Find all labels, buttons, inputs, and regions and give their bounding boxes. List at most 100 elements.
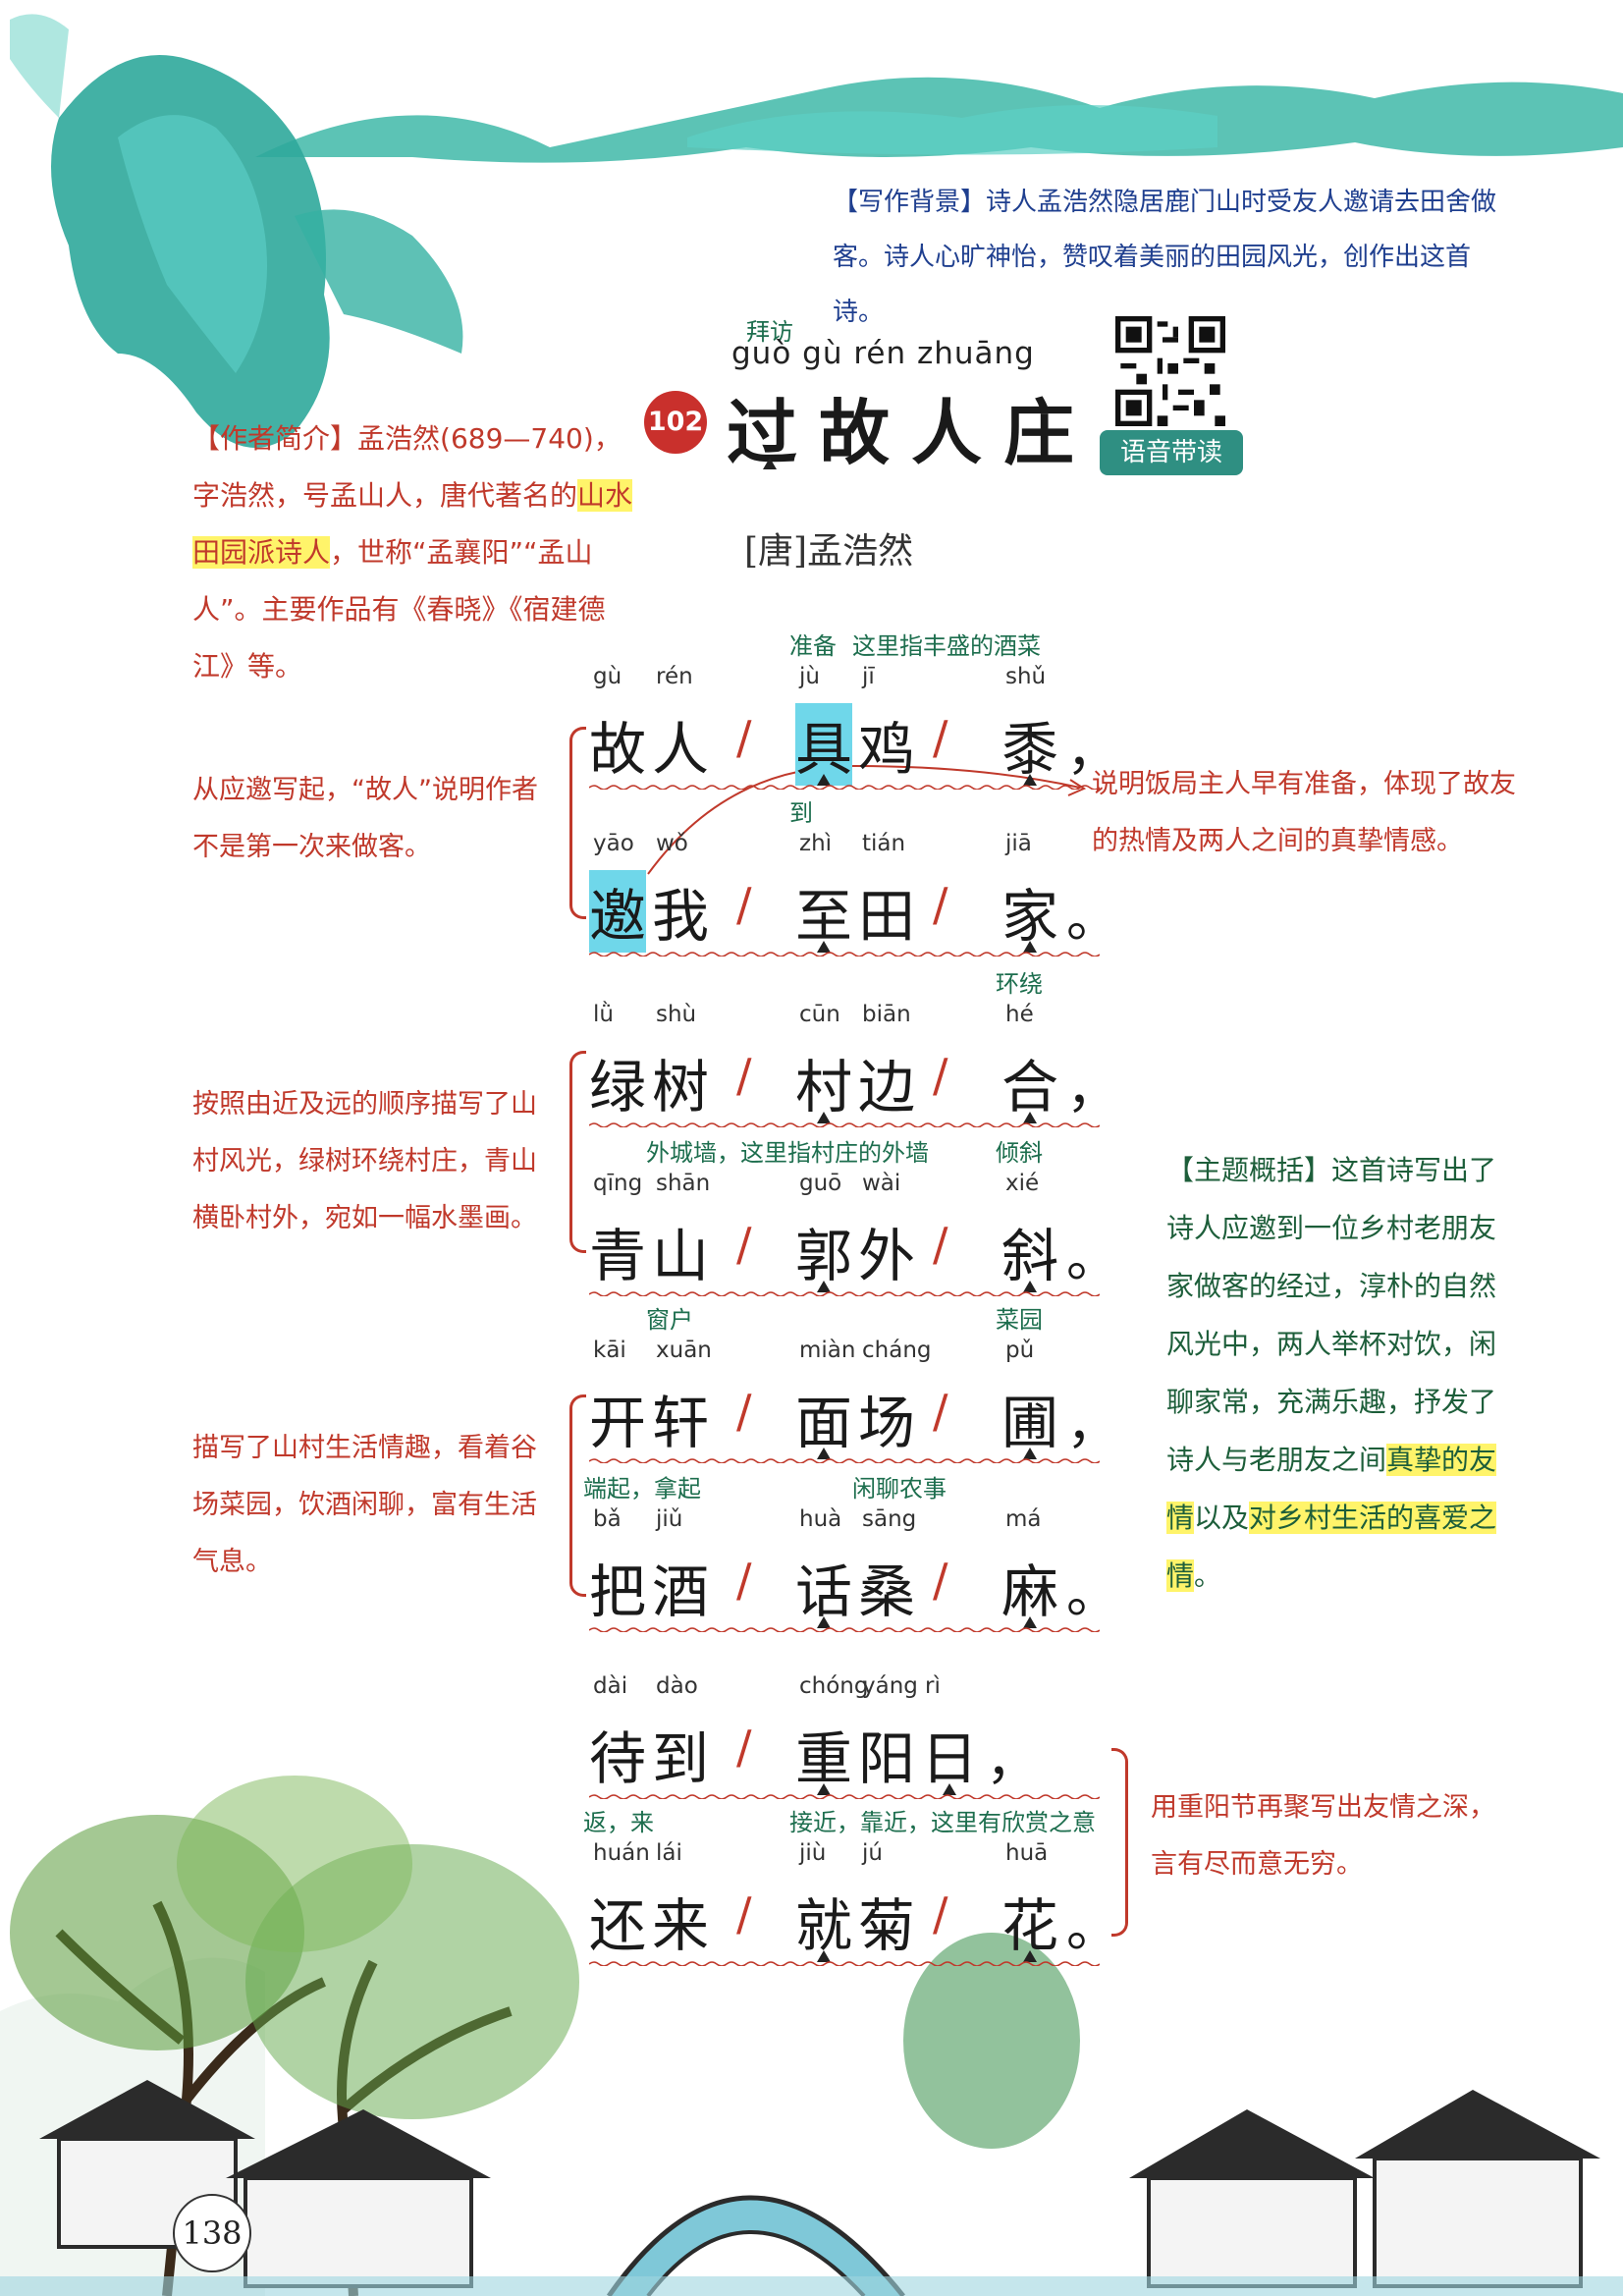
- poem-char: 至: [795, 883, 853, 950]
- pinyin: jù: [799, 664, 820, 689]
- word-gloss: 菜园: [996, 1306, 1043, 1334]
- stress-marker: [817, 774, 831, 786]
- author-intro-text: 孟浩然(689—740)，字浩然，号孟山人，唐代著名的: [192, 422, 622, 512]
- pinyin: tián: [862, 831, 906, 856]
- poem-char: 树: [652, 1054, 710, 1121]
- poem-char: 到: [652, 1725, 710, 1792]
- poem-line-7: 待 dài 到 dào 重 chóng 阳 yáng 日 rì / ，: [589, 1673, 1119, 1799]
- poem-char: 郭: [795, 1223, 853, 1289]
- poem-char: 日: [921, 1725, 979, 1792]
- rhythm-slash: /: [736, 1385, 752, 1438]
- rhythm-slash: /: [933, 1887, 948, 1941]
- poem-char: 还: [589, 1892, 647, 1959]
- word-gloss: 外城墙，这里指村庄的外墙: [646, 1139, 929, 1167]
- word-gloss: 闲聊农事: [852, 1475, 947, 1503]
- word-gloss: 端起，拿起: [583, 1475, 701, 1503]
- bracket-couplet-1: [569, 727, 586, 919]
- rhythm-slash: /: [933, 711, 948, 764]
- stress-marker: [763, 458, 777, 469]
- word-gloss: 倾斜: [996, 1139, 1043, 1167]
- stress-marker: [1023, 1616, 1037, 1628]
- writing-background-label: 【写作背景】: [833, 188, 987, 217]
- pinyin: kāi: [593, 1338, 626, 1363]
- poem-char: 鸡: [858, 716, 916, 783]
- rhythm-slash: /: [736, 1049, 752, 1102]
- poem-char: 田: [858, 883, 916, 950]
- rhythm-slash: /: [933, 1049, 948, 1102]
- word-gloss: 准备: [789, 632, 837, 660]
- wavy-underline: [589, 952, 1100, 957]
- poem-char: 圃: [1001, 1390, 1059, 1456]
- stress-marker: [1023, 941, 1037, 953]
- punctuation: 。: [1066, 1227, 1119, 1288]
- pinyin: miàn: [799, 1338, 856, 1363]
- poem-char: 话: [795, 1558, 853, 1625]
- pinyin: sāng: [862, 1506, 917, 1532]
- note-village-life: 描写了山村生活情趣，看着谷场菜园，饮酒闲聊，富有生活气息。: [192, 1433, 537, 1577]
- pinyin: cháng: [862, 1338, 932, 1363]
- author-intro-text-end: ，世称“孟襄阳”“孟山人”。主要作品有《春晓》《宿建德江》等。: [192, 536, 606, 683]
- word-gloss: 这里指丰盛的酒菜: [852, 632, 1041, 660]
- stress-marker: [817, 941, 831, 953]
- writing-background-text: 诗人孟浩然隐居鹿门山时受友人邀请去田舍做客。诗人心旷神怡，赞叹着美丽的田园风光，…: [833, 188, 1497, 327]
- note-invitation: 从应邀写起，“故人”说明作者不是第一次来做客。: [192, 775, 538, 862]
- poem-char: 绿: [589, 1054, 647, 1121]
- writing-background-note: 【写作背景】诗人孟浩然隐居鹿门山时受友人邀请去田舍做客。诗人心旷神怡，赞叹着美丽…: [833, 175, 1520, 340]
- poem-char: 就: [795, 1892, 853, 1959]
- pinyin: dào: [656, 1673, 698, 1699]
- qr-code-icon[interactable]: [1115, 316, 1225, 426]
- poem-char: 待: [589, 1725, 647, 1792]
- author-intro-label: 【作者简介】: [192, 422, 358, 455]
- poem-char: 合: [1001, 1054, 1059, 1121]
- stress-marker: [817, 1112, 831, 1123]
- poem-char: 重: [795, 1725, 853, 1792]
- pinyin: wǒ: [656, 831, 688, 856]
- word-gloss: 返，来: [583, 1809, 654, 1836]
- pinyin: huán: [593, 1840, 650, 1866]
- rhythm-slash: /: [933, 1218, 948, 1271]
- stress-marker: [817, 1616, 831, 1628]
- wavy-underline: [589, 1122, 1100, 1127]
- punctuation: ，: [1066, 720, 1119, 782]
- pinyin: jiǔ: [656, 1506, 683, 1532]
- word-gloss: 窗户: [646, 1306, 693, 1334]
- rhythm-slash: /: [933, 1385, 948, 1438]
- pinyin: rén: [656, 664, 693, 689]
- poem-char: 邀: [589, 870, 647, 953]
- rhythm-slash: /: [933, 878, 948, 931]
- punctuation: 。: [1066, 887, 1119, 949]
- poem-char: 黍: [1001, 716, 1059, 783]
- poem-char: 具: [795, 703, 853, 786]
- poem-line-8: 还 huán 来 lái 就 jiù 菊 jú 花 huā 返，来 接近，靠近，这里有欣赏之意 / / 。: [583, 1809, 1119, 1966]
- poem-line-3: 绿 lǜ 树 shù 村 cūn 边 biān 合 hé 环绕 / / ，: [589, 970, 1119, 1127]
- wavy-underline: [589, 1961, 1100, 1966]
- mountain-painting: [10, 14, 1623, 448]
- poem-line-6: 把 bǎ 酒 jiǔ 话 huà 桑 sāng 麻 má 端起，拿起 闲聊农事 / / 。: [583, 1475, 1119, 1632]
- title-pinyin: guò gù rén zhuāng: [731, 336, 1035, 371]
- theme-summary-text: 这首诗写出了诗人应邀到一位乡村老朋友家做客的经过，淳朴的自然风光中，两人举杯对饮…: [1166, 1154, 1497, 1476]
- page-number: 138: [173, 2194, 251, 2272]
- poem-line-2: 邀 yāo 我 wǒ 至 zhì 田 tián 家 jiā 到 / / 。: [589, 799, 1119, 957]
- poem-char: 开: [589, 1390, 647, 1456]
- stress-marker: [1023, 774, 1037, 786]
- audio-read-button[interactable]: 语音带读: [1100, 430, 1243, 475]
- stress-marker: [817, 1783, 831, 1795]
- pinyin: lái: [656, 1840, 682, 1866]
- rhythm-slash: /: [736, 1887, 752, 1941]
- pinyin: yāo: [593, 831, 634, 856]
- punctuation: ，: [986, 1729, 1039, 1791]
- rhythm-slash: /: [736, 1554, 752, 1607]
- pinyin: shù: [656, 1002, 697, 1027]
- punctuation: ，: [1066, 1058, 1119, 1120]
- bracket-couplet-3: [569, 1394, 586, 1597]
- pinyin: huā: [1005, 1840, 1049, 1866]
- pinyin: chóng: [799, 1673, 869, 1699]
- rhythm-slash: /: [736, 1218, 752, 1271]
- word-gloss: 接近，靠近，这里有欣赏之意: [789, 1809, 1096, 1836]
- pinyin: dài: [593, 1673, 628, 1699]
- poem-char: 桑: [858, 1558, 916, 1625]
- pinyin: xié: [1005, 1171, 1040, 1196]
- pinyin: zhì: [799, 831, 833, 856]
- wavy-underline: [589, 1291, 1100, 1296]
- wavy-underline: [589, 1458, 1100, 1463]
